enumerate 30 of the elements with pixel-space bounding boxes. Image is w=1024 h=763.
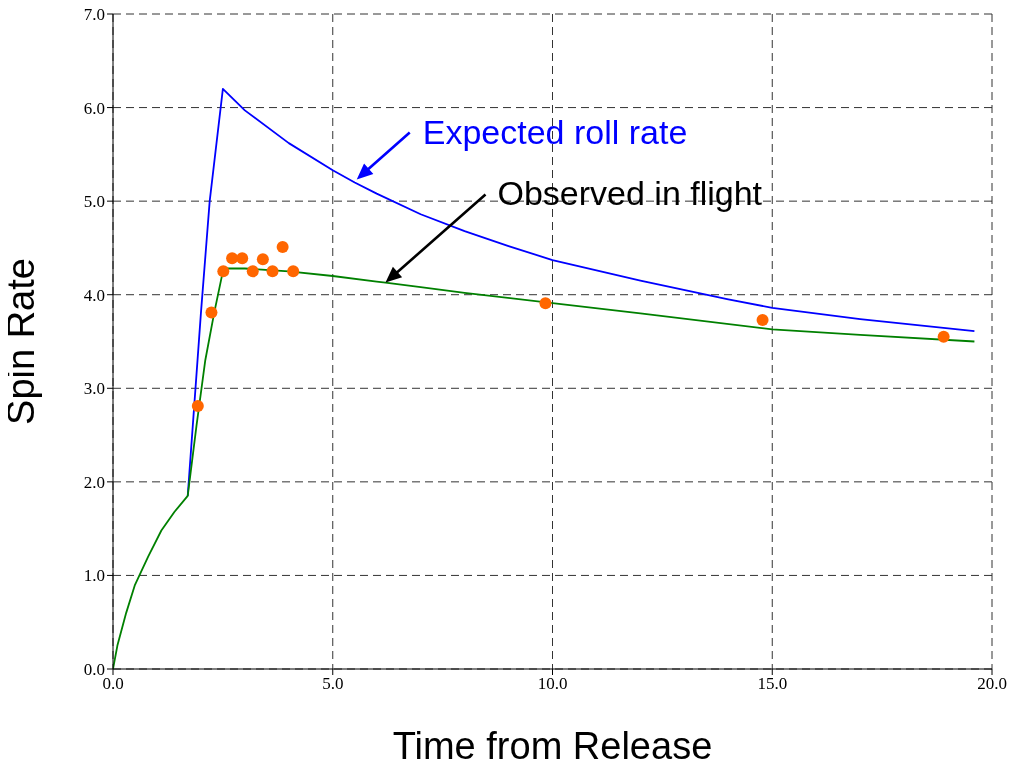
legend-label: Expected roll rate (422, 113, 688, 152)
x-tick-label: 15.0 (757, 674, 788, 694)
point (539, 297, 552, 310)
y-tick-label: 5.0 (83, 192, 105, 212)
y-tick-label: 1.0 (83, 566, 105, 586)
x-tick-label: 10.0 (537, 674, 568, 694)
x-tick-label: 20.0 (977, 674, 1007, 694)
y-tick-label: 4.0 (83, 285, 105, 305)
point (226, 252, 239, 265)
point (236, 252, 249, 265)
point (266, 265, 279, 278)
point (256, 253, 269, 266)
x-tick-label: 5.0 (322, 674, 344, 694)
point (217, 265, 230, 278)
point (756, 313, 769, 326)
point (287, 265, 300, 278)
x-axis-title: Time from Release (392, 725, 713, 763)
y-tick-label: 7.0 (83, 5, 105, 25)
point (191, 400, 204, 413)
y-tick-label: 6.0 (83, 98, 105, 118)
line-series (113, 267, 976, 669)
y-tick-label: 3.0 (83, 379, 105, 399)
annotation: Observed in flight (497, 173, 763, 212)
point (205, 306, 218, 319)
point (276, 240, 289, 253)
x-tick-label: 0.0 (102, 674, 124, 694)
y-tick-label: 2.0 (83, 472, 105, 492)
point (246, 265, 259, 278)
y-tick-label: 0.0 (83, 660, 105, 680)
point (937, 330, 950, 343)
